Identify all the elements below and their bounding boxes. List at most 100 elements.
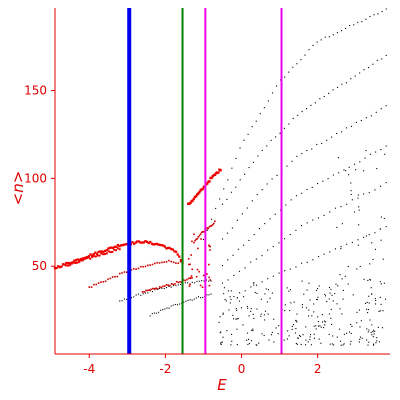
data-point-cluster-2	[189, 283, 191, 286]
data-point-cluster-0	[371, 334, 373, 336]
data-point-band-2	[331, 136, 333, 138]
data-point-band-1	[248, 167, 250, 169]
data-point-band-4	[267, 249, 269, 251]
data-point-band-10	[68, 262, 71, 265]
data-point-band-1	[292, 117, 294, 120]
data-point-band-0	[267, 100, 269, 102]
data-point-band-3	[359, 161, 361, 163]
data-point-cluster-1	[353, 211, 356, 213]
data-point-band-0	[340, 30, 343, 32]
data-point-band-0	[373, 14, 375, 16]
data-point-cluster-0	[223, 293, 225, 295]
data-point-band-4	[238, 270, 240, 272]
data-point-cluster-0	[373, 343, 375, 345]
data-point-band-6	[133, 296, 135, 298]
data-point-cluster-1	[348, 174, 350, 176]
data-point-band-13	[211, 223, 214, 226]
data-point-band-4	[374, 189, 376, 191]
data-point-band-1	[385, 54, 387, 56]
data-point-band-8	[165, 260, 168, 263]
data-point-band-10	[162, 244, 165, 247]
data-point-band-9	[165, 283, 168, 286]
data-point-band-0	[320, 39, 322, 41]
data-point-cluster-0	[306, 289, 308, 291]
data-point-cluster-0	[369, 319, 371, 321]
data-point-cluster-0	[330, 323, 333, 325]
data-point-band-12	[213, 173, 217, 177]
data-point-band-7	[193, 298, 195, 300]
data-point-band-10	[58, 265, 61, 269]
data-point-band-2	[385, 105, 387, 107]
data-point-cluster-0	[361, 337, 363, 339]
data-point-cluster-0	[336, 336, 338, 338]
data-point-band-5	[329, 251, 331, 253]
data-point-band-11	[100, 252, 103, 255]
y-tick-label: 50	[32, 259, 47, 273]
data-point-cluster-0	[284, 304, 286, 306]
data-point-band-6	[137, 293, 140, 295]
data-point-cluster-0	[250, 308, 252, 310]
data-point-band-0	[328, 36, 330, 38]
data-point-band-13	[199, 233, 202, 235]
data-point-cluster-0	[237, 317, 239, 320]
data-point-band-3	[237, 248, 239, 250]
data-point-band-0	[276, 85, 278, 87]
data-point-band-5	[317, 256, 320, 258]
data-point-band-10	[176, 253, 179, 256]
data-point-band-10	[118, 245, 121, 248]
data-point-band-3	[317, 183, 319, 185]
data-point-band-3	[301, 192, 303, 194]
data-point-band-4	[363, 193, 365, 195]
data-point-cluster-0	[250, 340, 253, 342]
data-point-cluster-0	[267, 289, 270, 291]
data-point-cluster-1	[347, 265, 349, 268]
data-point-band-0	[361, 21, 363, 23]
data-point-cluster-0	[297, 337, 299, 339]
data-point-band-6	[170, 286, 172, 288]
data-point-cluster-0	[315, 328, 317, 330]
data-point-band-5	[239, 292, 241, 294]
data-point-cluster-0	[382, 310, 384, 312]
data-point-cluster-0	[368, 295, 370, 297]
data-point-band-2	[316, 143, 318, 145]
data-point-cluster-0	[347, 283, 349, 285]
data-point-band-0	[349, 25, 351, 27]
data-point-cluster-0	[256, 292, 258, 294]
data-point-cluster-0	[328, 333, 330, 335]
data-point-band-9	[163, 285, 166, 287]
data-point-band-2	[291, 160, 293, 162]
data-point-band-8	[161, 261, 163, 264]
data-point-band-2	[345, 127, 348, 129]
data-point-band-8	[179, 260, 182, 263]
data-point-cluster-0	[319, 325, 321, 327]
data-point-cluster-0	[248, 338, 250, 341]
data-point-cluster-0	[313, 325, 315, 327]
data-point-band-5	[385, 226, 387, 228]
data-point-band-0	[357, 21, 359, 23]
data-point-cluster-0	[336, 303, 338, 305]
data-point-cluster-0	[367, 331, 369, 333]
data-point-cluster-0	[379, 310, 381, 312]
data-point-band-7	[187, 299, 189, 301]
data-point-cluster-0	[227, 290, 230, 292]
data-point-band-10	[137, 240, 141, 243]
data-point-band-10	[147, 241, 150, 245]
data-point-band-1	[226, 198, 228, 200]
data-point-band-4	[255, 258, 257, 260]
data-point-cluster-0	[341, 313, 343, 315]
data-point-band-0	[247, 133, 249, 135]
data-point-cluster-0	[376, 337, 378, 339]
data-point-band-6	[175, 284, 177, 287]
data-point-cluster-0	[358, 341, 360, 343]
data-point-band-4	[227, 279, 229, 281]
data-point-cluster-0	[308, 309, 310, 311]
data-point-band-3	[227, 259, 229, 261]
data-point-cluster-2	[208, 245, 210, 247]
data-point-cluster-0	[246, 305, 248, 308]
data-point-cluster-0	[313, 333, 315, 335]
data-point-cluster-0	[300, 343, 302, 346]
data-point-band-1	[301, 110, 303, 113]
data-point-band-5	[357, 239, 359, 241]
data-point-cluster-0	[310, 344, 312, 346]
data-point-band-6	[177, 284, 179, 286]
